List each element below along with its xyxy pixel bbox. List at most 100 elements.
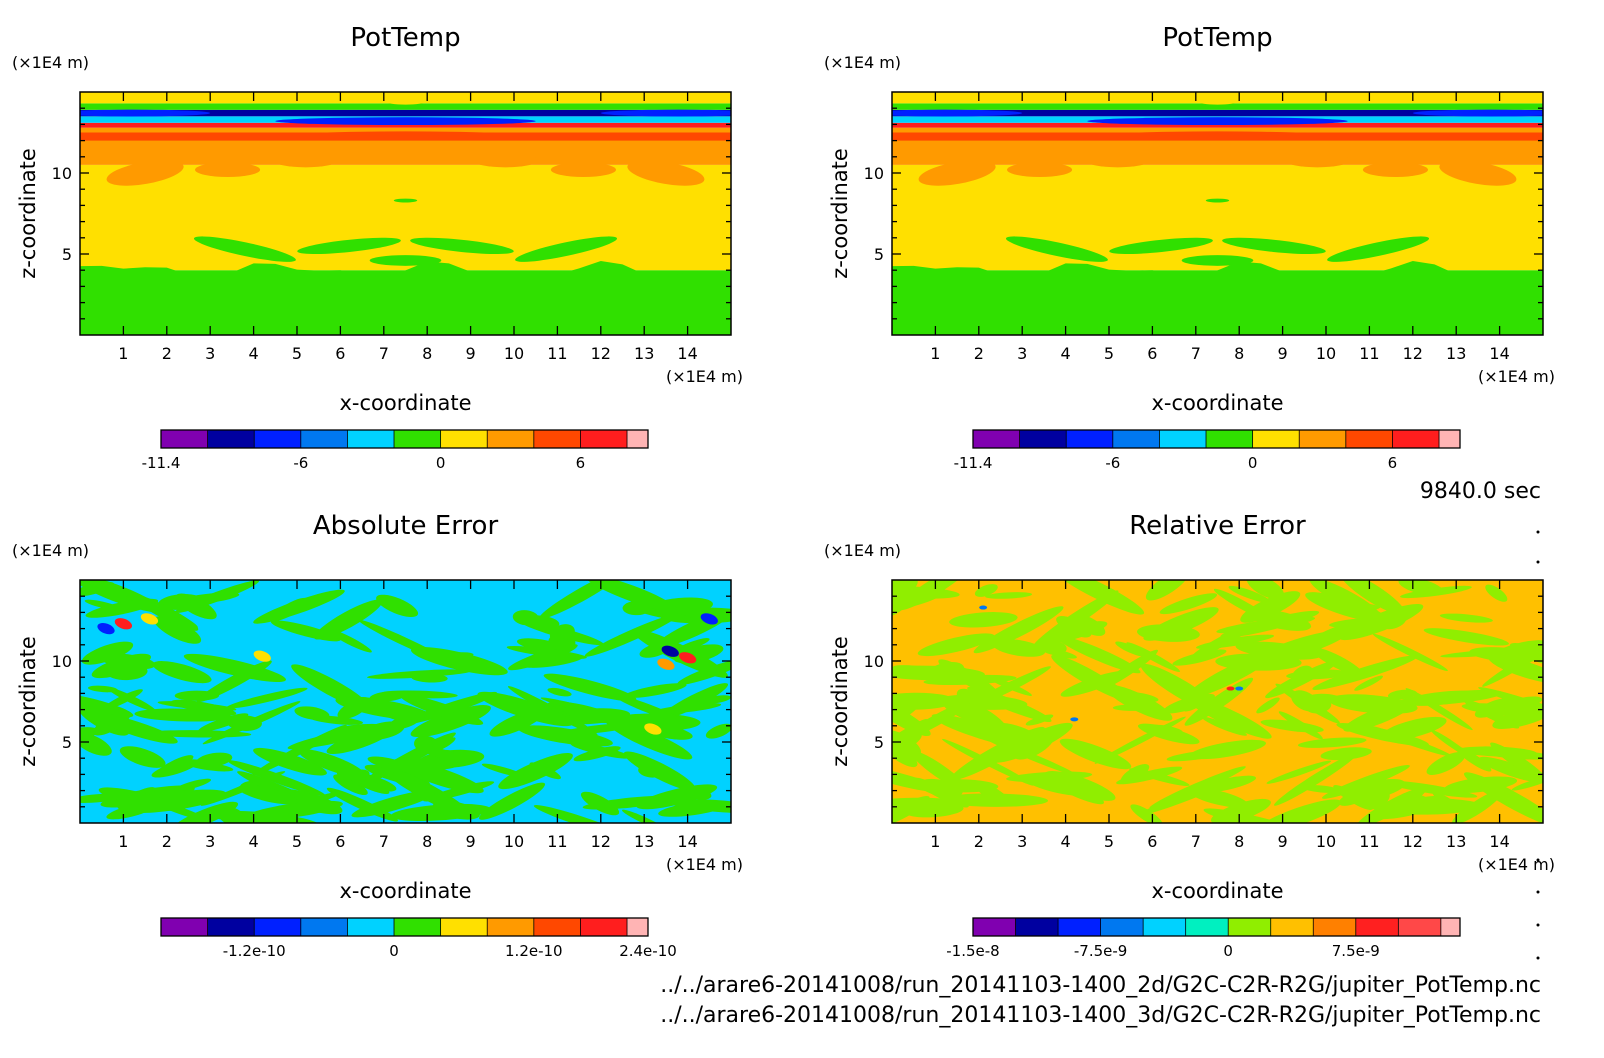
contour-blob	[1197, 98, 1238, 105]
contour-blob	[498, 753, 573, 790]
contour-blob	[911, 750, 969, 792]
contour-blob	[892, 796, 930, 823]
contour-blob	[985, 592, 1033, 599]
colorbar-label: 2.4e-10	[619, 942, 677, 960]
contour-band	[80, 122, 731, 128]
colorbar-frame	[160, 429, 649, 449]
contour-blob	[1039, 640, 1067, 655]
contour-blob	[700, 695, 731, 704]
colorbar-swatch	[1112, 430, 1160, 448]
contour-blob	[638, 764, 663, 778]
contour-band	[80, 164, 731, 271]
colorbar-swatch	[347, 918, 395, 936]
y-axis-label: z-coordinate	[828, 148, 852, 279]
x-tick-label: 5	[292, 832, 302, 851]
contour-blob	[685, 788, 712, 800]
contour-blob	[607, 720, 693, 760]
x-tick-label: 2	[162, 832, 172, 851]
contour-blob	[273, 152, 339, 168]
x-tick-label: 5	[1104, 344, 1114, 363]
contour-blob	[678, 652, 697, 664]
y-axis-label: z-coordinate	[16, 148, 40, 279]
colorbar-frame	[160, 917, 649, 937]
contour-blob	[1052, 580, 1145, 615]
contour-blob	[369, 255, 442, 266]
colorbar-label: -6	[293, 454, 308, 472]
colorbar-swatch	[1185, 918, 1229, 936]
colorbar-swatch	[627, 918, 648, 936]
contour-blob	[1027, 778, 1088, 796]
margin-dot	[1536, 923, 1540, 927]
contour-blob	[385, 98, 426, 105]
y-axis-label: z-coordinate	[16, 636, 40, 767]
colorbar-swatch	[440, 430, 488, 448]
contour-blob	[1213, 588, 1272, 622]
colorbar-label: -1.5e-8	[946, 942, 999, 960]
contour-blob	[1485, 584, 1508, 602]
contour-blob	[621, 809, 669, 823]
contour-band	[80, 103, 731, 110]
x-tick-label: 5	[1104, 832, 1114, 851]
x-tick-label: 12	[1403, 344, 1423, 363]
contour-blob	[410, 705, 491, 738]
colorbar-swatch	[973, 430, 1020, 448]
contour-blob	[227, 760, 326, 797]
x-tick-label: 11	[1359, 344, 1379, 363]
contour-band	[892, 164, 1543, 271]
colorbar-swatch	[1345, 430, 1393, 448]
x-tick-label: 14	[1489, 344, 1509, 363]
contour-blob	[392, 758, 484, 794]
contour-blob	[195, 162, 261, 178]
y-tick-label: 10	[864, 164, 884, 183]
contour-blob	[1007, 162, 1073, 178]
contour-blob	[1372, 798, 1482, 815]
plot-area	[892, 92, 1543, 335]
contour-blob	[1338, 788, 1372, 806]
time-label: 9840.0 sec	[1420, 479, 1541, 504]
colorbar-label: 0	[1248, 454, 1258, 472]
contour-blob	[333, 774, 368, 796]
margin-dot	[1536, 956, 1540, 960]
contour-blob	[1354, 675, 1384, 691]
contour-blob	[335, 696, 432, 721]
contour-blob	[477, 691, 573, 727]
contour-blob	[1511, 774, 1543, 791]
x-tick-label: 3	[1017, 344, 1027, 363]
contour-blob	[154, 801, 208, 821]
contour-blob	[376, 594, 419, 618]
x-tick-label: 4	[249, 344, 259, 363]
contour-blob	[1382, 614, 1407, 630]
colorbar-swatch	[487, 918, 534, 936]
contour-blob	[506, 645, 587, 659]
plot-area	[892, 580, 1543, 823]
contour-blob	[1130, 804, 1163, 823]
contour-blob	[949, 612, 1018, 628]
contour-blob	[1085, 152, 1151, 168]
contour-blob	[961, 666, 1051, 711]
margin-dots	[1536, 530, 1540, 960]
contour-blob	[942, 738, 1034, 786]
contour-blob	[347, 774, 390, 795]
contour-blob	[1098, 649, 1159, 691]
x-tick-label: 10	[1316, 344, 1336, 363]
contour-blob	[1372, 633, 1448, 671]
colorbar-swatch	[627, 430, 648, 448]
x-tick-label: 3	[1017, 832, 1027, 851]
file-path-2d: ../../arare6-20141008/run_20141103-1400_…	[660, 973, 1541, 998]
x-tick-label: 1	[930, 832, 940, 851]
contour-blob	[1256, 697, 1280, 714]
contour-blob	[892, 692, 956, 710]
contour-blob	[1070, 717, 1079, 722]
contour-blob	[472, 152, 538, 168]
contour-blob	[351, 790, 436, 818]
x-axis-label: x-coordinate	[1151, 879, 1283, 903]
contour-blob	[614, 694, 686, 724]
y-tick-label: 5	[62, 733, 72, 752]
x-tick-label: 10	[504, 832, 524, 851]
chart-panel: Relative Error(×1E4 m)1 2 3 4 5 6 7 8 9 10 11 12 13 1…	[824, 511, 1555, 960]
contour-blob	[157, 701, 237, 711]
contour-blob	[1451, 789, 1504, 823]
x-tick-label: 1	[118, 832, 128, 851]
contour-blob	[418, 745, 458, 760]
contour-blob	[80, 109, 211, 117]
